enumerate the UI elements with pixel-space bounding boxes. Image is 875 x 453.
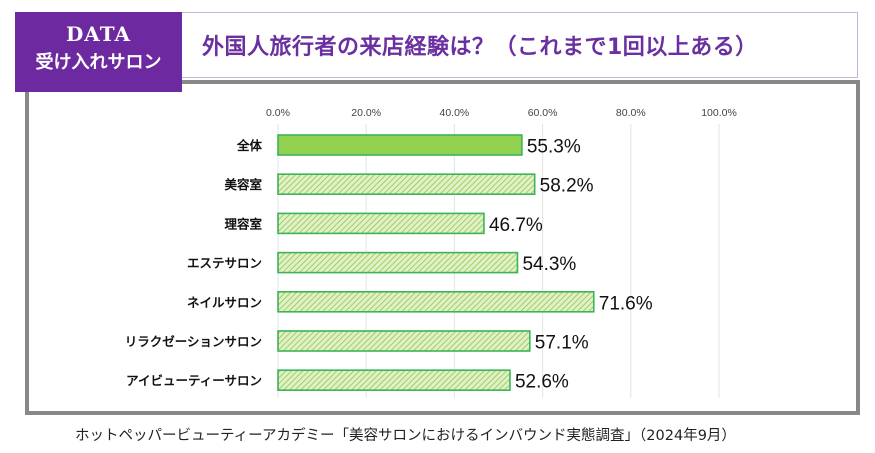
data-label: 52.6% <box>515 372 569 393</box>
x-tick-label: 60.0% <box>528 107 558 119</box>
category-label: リラクゼーションサロン <box>125 334 262 349</box>
page-title: 外国人旅行者の来店経験は？（これまで1回以上ある） <box>202 35 758 60</box>
data-label: 57.1% <box>535 333 589 354</box>
category-label: 全体 <box>236 138 263 153</box>
bar <box>277 173 536 195</box>
data-label: 58.2% <box>540 176 594 197</box>
data-label: 55.3% <box>527 137 581 158</box>
data-badge: DATA 受け入れサロン <box>15 12 182 92</box>
category-label: アイビューティーサロン <box>126 373 262 388</box>
x-tick-label: 100.0% <box>701 107 737 119</box>
badge-line2: 受け入れサロン <box>35 52 162 73</box>
bar <box>277 369 511 392</box>
bar <box>277 134 523 156</box>
bar <box>277 251 519 274</box>
bar <box>277 290 595 313</box>
bar <box>277 212 485 235</box>
category-label: エステサロン <box>187 256 262 271</box>
data-label: 46.7% <box>489 215 543 236</box>
x-axis-ticks: 0.0% 20.0% 40.0% 60.0% 80.0% 100.0% <box>266 107 737 119</box>
title-box: 外国人旅行者の来店経験は？（これまで1回以上ある） <box>182 12 858 78</box>
x-tick-label: 0.0% <box>266 107 290 119</box>
data-label: 71.6% <box>599 293 653 314</box>
category-label: 美容室 <box>224 177 262 192</box>
category-label: ネイルサロン <box>187 295 262 310</box>
x-tick-label: 20.0% <box>351 107 381 119</box>
bar <box>277 330 531 352</box>
source-note: ホットペッパービューティーアカデミー「美容サロンにおけるインバウンド実態調査」（… <box>75 428 736 444</box>
data-label: 54.3% <box>522 254 576 275</box>
x-tick-label: 80.0% <box>616 107 646 119</box>
x-tick-label: 40.0% <box>440 107 470 119</box>
badge-line1: DATA <box>65 22 132 46</box>
category-label: 理容室 <box>224 216 262 231</box>
bars: 全体 55.3% 美容室 58.2% 理容室 46.7% エステサロン 54.3% ネイルサロン… <box>125 134 653 393</box>
